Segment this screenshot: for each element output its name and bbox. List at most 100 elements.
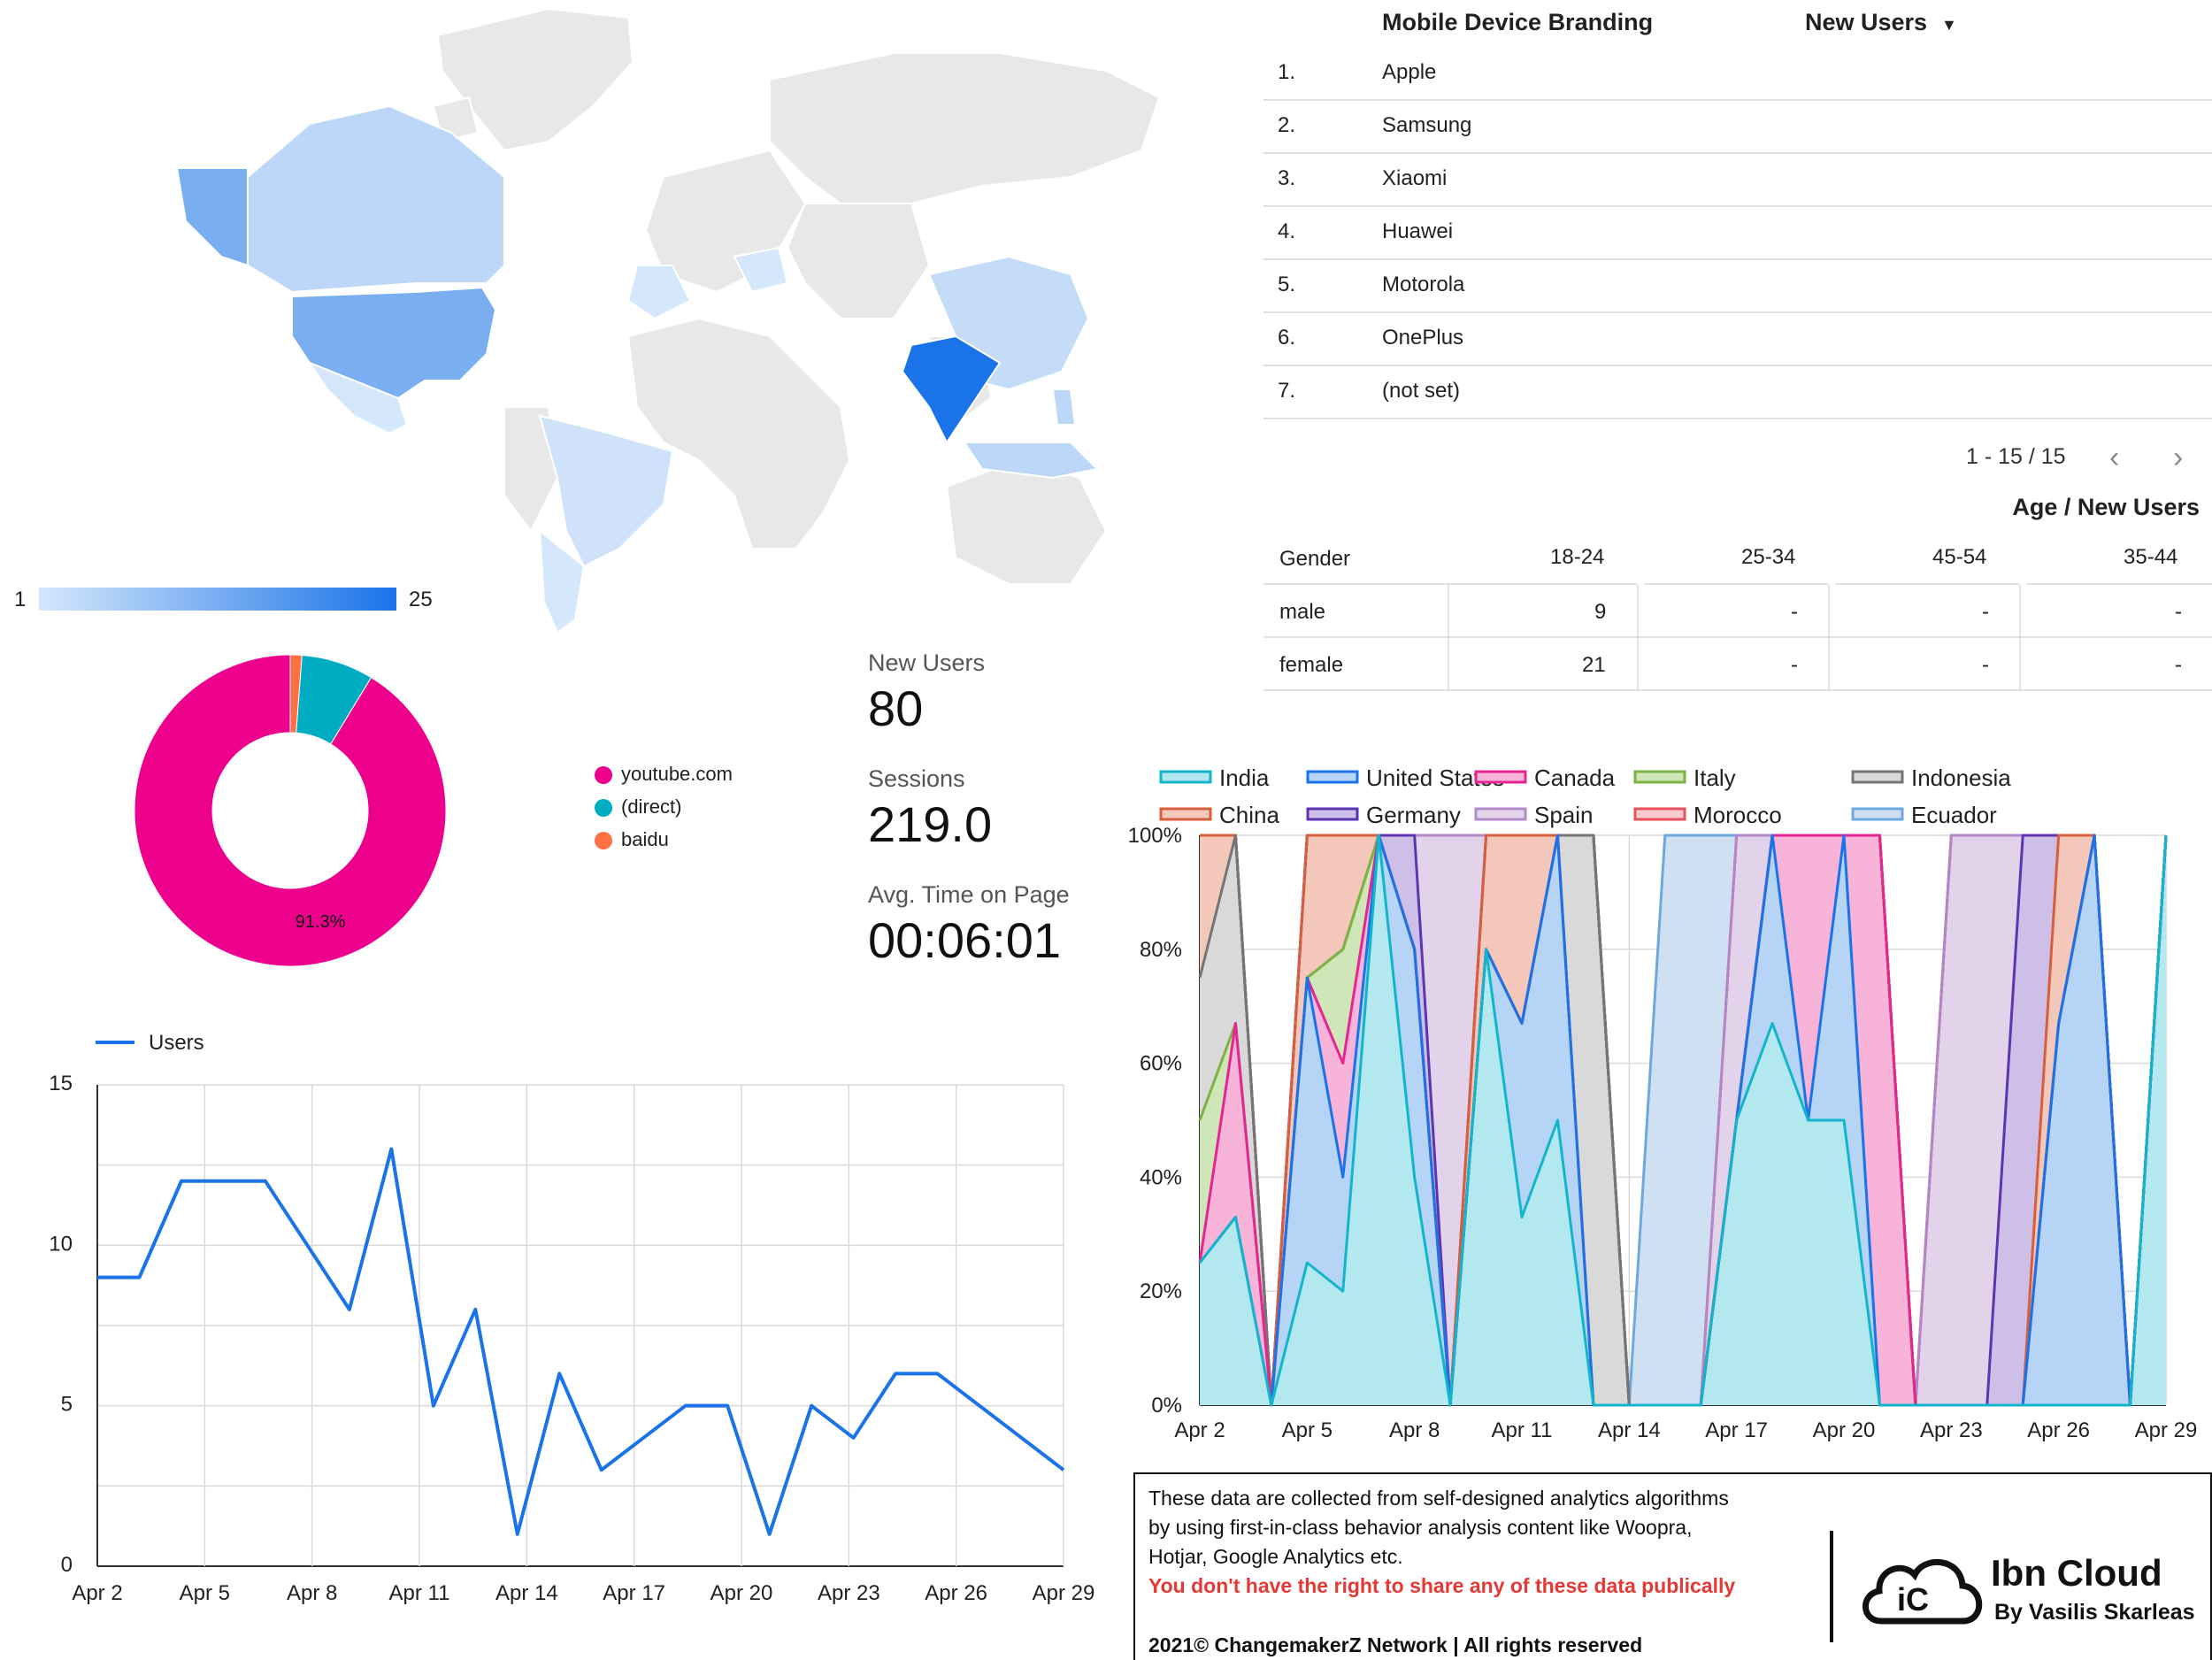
device-column-header[interactable]: Mobile Device Branding [1382, 9, 1654, 35]
brand-name: Ibn Cloud [1991, 1552, 2162, 1594]
device-table-row[interactable]: 6. OnePlus [1263, 311, 2212, 366]
age-col-divider [1637, 585, 1639, 689]
device-table-row[interactable]: 2. Samsung [1263, 99, 2212, 154]
device-brand: Huawei [1382, 219, 1454, 243]
age-header-45-54[interactable]: 45-54 [1932, 545, 1987, 569]
donut-slice-baidu[interactable] [289, 654, 303, 734]
geo-map[interactable] [133, 0, 1159, 637]
x-tick-label: Apr 5 [180, 1581, 230, 1605]
x-tick-label: Apr 14 [1598, 1418, 1661, 1442]
age-header-25-34[interactable]: 25-34 [1741, 545, 1796, 569]
legend-swatch-baidu [595, 832, 612, 849]
age-table-title: Age / New Users [2012, 494, 2200, 520]
age-row-value: - [2175, 653, 2182, 677]
legend-label[interactable]: Ecuador [1911, 802, 1997, 828]
device-table-row[interactable]: 1. Apple [1263, 46, 2212, 101]
age-row-gender: male [1279, 600, 1326, 624]
brand-mark: iC [1897, 1581, 1929, 1618]
legend-label[interactable]: China [1219, 802, 1279, 828]
y-tick-label: 0 [61, 1553, 73, 1577]
device-table-row[interactable]: 3. Xiaomi [1263, 152, 2212, 207]
legend-label[interactable]: Spain [1534, 802, 1594, 828]
device-rank: 3. [1278, 166, 1296, 190]
device-brand: Motorola [1382, 273, 1465, 296]
age-header-18-24[interactable]: 18-24 [1550, 545, 1605, 569]
x-tick-label: Apr 11 [389, 1581, 450, 1605]
donut-slice-youtubecom[interactable] [134, 654, 447, 967]
device-rank: 5. [1278, 273, 1296, 296]
age-header-35-44[interactable]: 35-44 [2124, 545, 2178, 569]
traffic-source-donut[interactable]: 91.3% [133, 653, 448, 968]
age-row-rule [1263, 689, 2212, 691]
age-header-gender[interactable]: Gender [1279, 547, 1351, 571]
age-row-rule [1263, 636, 2212, 638]
footer-text-line1: These data are collected from self-desig… [1148, 1487, 1729, 1510]
x-tick-label: Apr 20 [1813, 1418, 1876, 1442]
legend-label-baidu[interactable]: baidu [621, 828, 669, 850]
age-row-value: - [1982, 600, 1989, 624]
map-country-russia [769, 52, 1159, 204]
y-tick-label: 40% [1140, 1165, 1182, 1189]
legend-label[interactable]: Morocco [1694, 802, 1782, 828]
new-users-column-header[interactable]: New Users [1805, 9, 1928, 35]
age-row-value: - [1982, 653, 1989, 677]
brand-subtitle: By Vasilis Skarleas [1994, 1600, 2195, 1625]
age-header-rule-3 [1835, 583, 2019, 585]
x-tick-label: Apr 14 [495, 1581, 558, 1605]
x-tick-label: Apr 26 [925, 1581, 987, 1605]
scorecard-value-avg-time: 00:06:01 [868, 912, 1061, 968]
age-header-rule-2 [1644, 583, 1828, 585]
map-legend-max: 25 [409, 588, 433, 611]
map-country-brazil [538, 414, 674, 568]
device-rank: 4. [1278, 219, 1296, 243]
device-table-row[interactable]: 7. (not set) [1263, 365, 2212, 419]
legend-label[interactable]: Indonesia [1911, 765, 2011, 791]
legend-label[interactable]: Italy [1694, 765, 1736, 791]
x-tick-label: Apr 29 [2135, 1418, 2198, 1442]
legend-label-users[interactable]: Users [149, 1031, 204, 1055]
legend-label-direct[interactable]: (direct) [621, 795, 682, 818]
age-row-value: 9 [1594, 600, 1607, 624]
legend-label[interactable]: India [1219, 765, 1270, 791]
legend-label-youtube[interactable]: youtube.com [621, 763, 733, 785]
line-india[interactable] [1198, 834, 2168, 1407]
country-stacked-area-chart[interactable]: India United States Canada Italy IndonesiaCh… [1115, 750, 2212, 1458]
age-col-divider [2019, 585, 2021, 689]
age-header-rule-4 [2026, 583, 2212, 585]
map-legend-gradient [39, 588, 396, 611]
users-line-chart[interactable]: Users 0 5 10 15 Apr 2 Apr 5 Apr 8 Apr 11 Apr 14 Ap… [0, 1018, 1124, 1619]
map-country-alaska [175, 167, 249, 267]
legend-swatch [1633, 770, 1686, 784]
device-rank: 2. [1278, 113, 1296, 137]
map-country-united-states [291, 286, 497, 400]
age-row-value: - [1791, 600, 1798, 624]
map-country-philippines [1051, 388, 1077, 426]
map-country-india [901, 334, 1002, 444]
chevron-right-icon[interactable]: › [2173, 441, 2184, 474]
scorecard-value-new-users: 80 [868, 680, 924, 736]
map-country-mexico [307, 360, 409, 435]
legend-swatch [1474, 807, 1527, 821]
x-tick-label: Apr 2 [1174, 1418, 1225, 1442]
age-row-value: - [1791, 653, 1798, 677]
sort-desc-icon[interactable]: ▼ [1941, 16, 1957, 34]
legend-label[interactable]: Canada [1534, 765, 1616, 791]
age-row-gender: female [1279, 653, 1344, 677]
users-series-line[interactable] [97, 1147, 1065, 1536]
legend-label[interactable]: Germany [1366, 802, 1461, 828]
legend-swatch [1851, 770, 1904, 784]
area-india[interactable] [1200, 835, 2166, 1405]
map-country-africa [626, 317, 851, 549]
device-table-row[interactable]: 4. Huawei [1263, 205, 2212, 260]
device-table-row[interactable]: 5. Motorola [1263, 258, 2212, 313]
legend-swatch [1306, 770, 1359, 784]
map-region-andes [503, 406, 559, 533]
chevron-left-icon[interactable]: ‹ [2109, 441, 2120, 474]
device-brand: Xiaomi [1382, 166, 1448, 190]
x-tick-label: Apr 20 [710, 1581, 773, 1605]
device-brand: Samsung [1382, 113, 1472, 137]
legend-swatch [1159, 807, 1212, 821]
y-tick-label: 60% [1140, 1052, 1182, 1076]
x-tick-label: Apr 26 [2027, 1418, 2090, 1442]
y-tick-label: 100% [1128, 824, 1182, 848]
